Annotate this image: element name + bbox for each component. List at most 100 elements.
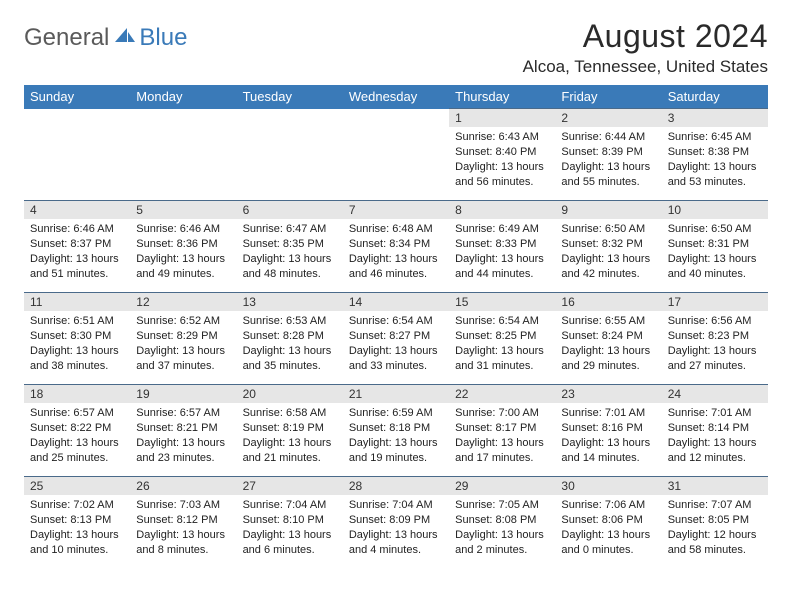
sunrise-line: Sunrise: 6:57 AM	[136, 406, 230, 421]
sunset-line: Sunset: 8:09 PM	[349, 513, 443, 528]
day-number: 7	[343, 201, 449, 219]
calendar-day: 15Sunrise: 6:54 AMSunset: 8:25 PMDayligh…	[449, 293, 555, 385]
calendar-day: 29Sunrise: 7:05 AMSunset: 8:08 PMDayligh…	[449, 477, 555, 569]
day-body: Sunrise: 6:54 AMSunset: 8:25 PMDaylight:…	[449, 311, 555, 376]
day-body: Sunrise: 6:57 AMSunset: 8:21 PMDaylight:…	[130, 403, 236, 468]
sunset-line: Sunset: 8:27 PM	[349, 329, 443, 344]
sunrise-line: Sunrise: 6:56 AM	[668, 314, 762, 329]
calendar-day: 3 Sunrise: 6:45 AMSunset: 8:38 PMDaylight…	[662, 109, 768, 201]
daylight-line: Daylight: 13 hours and 27 minutes.	[668, 344, 762, 374]
calendar-day: 30Sunrise: 7:06 AMSunset: 8:06 PMDayligh…	[555, 477, 661, 569]
daylight-line: Daylight: 13 hours and 46 minutes.	[349, 252, 443, 282]
daylight-line: Daylight: 13 hours and 0 minutes.	[561, 528, 655, 558]
calendar-day: 22Sunrise: 7:00 AMSunset: 8:17 PMDayligh…	[449, 385, 555, 477]
day-number: 5	[130, 201, 236, 219]
day-body: Sunrise: 7:04 AMSunset: 8:09 PMDaylight:…	[343, 495, 449, 560]
sunrise-line: Sunrise: 6:44 AM	[561, 130, 655, 145]
month-title: August 2024	[523, 18, 768, 55]
day-number: 20	[237, 385, 343, 403]
logo-text-general: General	[24, 24, 109, 52]
day-body: Sunrise: 6:50 AMSunset: 8:32 PMDaylight:…	[555, 219, 661, 284]
day-body: Sunrise: 7:04 AMSunset: 8:10 PMDaylight:…	[237, 495, 343, 560]
day-number: 9	[555, 201, 661, 219]
day-body: Sunrise: 6:52 AMSunset: 8:29 PMDaylight:…	[130, 311, 236, 376]
sunrise-line: Sunrise: 7:01 AM	[668, 406, 762, 421]
sunset-line: Sunset: 8:39 PM	[561, 145, 655, 160]
calendar-day-empty: .	[130, 109, 236, 201]
daylight-line: Daylight: 13 hours and 33 minutes.	[349, 344, 443, 374]
calendar-day: 7Sunrise: 6:48 AMSunset: 8:34 PMDaylight…	[343, 201, 449, 293]
calendar-day: 31Sunrise: 7:07 AMSunset: 8:05 PMDayligh…	[662, 477, 768, 569]
day-body: Sunrise: 7:00 AMSunset: 8:17 PMDaylight:…	[449, 403, 555, 468]
daylight-line: Daylight: 13 hours and 40 minutes.	[668, 252, 762, 282]
calendar-day-empty: .	[343, 109, 449, 201]
daylight-line: Daylight: 13 hours and 29 minutes.	[561, 344, 655, 374]
day-body: Sunrise: 7:01 AMSunset: 8:16 PMDaylight:…	[555, 403, 661, 468]
sunrise-line: Sunrise: 6:43 AM	[455, 130, 549, 145]
day-header: Friday	[555, 85, 661, 109]
day-number: 24	[662, 385, 768, 403]
logo-sail-icon	[113, 26, 137, 44]
calendar-day: 9Sunrise: 6:50 AMSunset: 8:32 PMDaylight…	[555, 201, 661, 293]
day-body: Sunrise: 6:55 AMSunset: 8:24 PMDaylight:…	[555, 311, 661, 376]
sunset-line: Sunset: 8:37 PM	[30, 237, 124, 252]
daylight-line: Daylight: 13 hours and 25 minutes.	[30, 436, 124, 466]
calendar-day: 21Sunrise: 6:59 AMSunset: 8:18 PMDayligh…	[343, 385, 449, 477]
calendar-day: 4Sunrise: 6:46 AMSunset: 8:37 PMDaylight…	[24, 201, 130, 293]
daylight-line: Daylight: 13 hours and 14 minutes.	[561, 436, 655, 466]
day-number: 28	[343, 477, 449, 495]
day-number: 8	[449, 201, 555, 219]
sunrise-line: Sunrise: 6:46 AM	[136, 222, 230, 237]
day-body: Sunrise: 6:48 AMSunset: 8:34 PMDaylight:…	[343, 219, 449, 284]
day-body: Sunrise: 6:58 AMSunset: 8:19 PMDaylight:…	[237, 403, 343, 468]
sunset-line: Sunset: 8:24 PM	[561, 329, 655, 344]
calendar-week: 25Sunrise: 7:02 AMSunset: 8:13 PMDayligh…	[24, 477, 768, 569]
sunset-line: Sunset: 8:06 PM	[561, 513, 655, 528]
sunrise-line: Sunrise: 7:05 AM	[455, 498, 549, 513]
sunrise-line: Sunrise: 6:52 AM	[136, 314, 230, 329]
location: Alcoa, Tennessee, United States	[523, 57, 768, 77]
sunrise-line: Sunrise: 6:47 AM	[243, 222, 337, 237]
daylight-line: Daylight: 13 hours and 48 minutes.	[243, 252, 337, 282]
calendar-week: 18Sunrise: 6:57 AMSunset: 8:22 PMDayligh…	[24, 385, 768, 477]
sunrise-line: Sunrise: 7:03 AM	[136, 498, 230, 513]
sunset-line: Sunset: 8:18 PM	[349, 421, 443, 436]
sunrise-line: Sunrise: 7:01 AM	[561, 406, 655, 421]
day-number: 23	[555, 385, 661, 403]
day-number: 3	[662, 109, 768, 127]
daylight-line: Daylight: 13 hours and 8 minutes.	[136, 528, 230, 558]
sunrise-line: Sunrise: 7:00 AM	[455, 406, 549, 421]
day-body: Sunrise: 6:46 AMSunset: 8:37 PMDaylight:…	[24, 219, 130, 284]
sunrise-line: Sunrise: 6:48 AM	[349, 222, 443, 237]
day-body: Sunrise: 6:57 AMSunset: 8:22 PMDaylight:…	[24, 403, 130, 468]
sunset-line: Sunset: 8:10 PM	[243, 513, 337, 528]
day-number: 19	[130, 385, 236, 403]
day-number: 21	[343, 385, 449, 403]
sunrise-line: Sunrise: 7:07 AM	[668, 498, 762, 513]
day-header: Tuesday	[237, 85, 343, 109]
daylight-line: Daylight: 13 hours and 49 minutes.	[136, 252, 230, 282]
day-number: 30	[555, 477, 661, 495]
daylight-line: Daylight: 13 hours and 10 minutes.	[30, 528, 124, 558]
sunset-line: Sunset: 8:35 PM	[243, 237, 337, 252]
day-header: Thursday	[449, 85, 555, 109]
calendar-day: 16Sunrise: 6:55 AMSunset: 8:24 PMDayligh…	[555, 293, 661, 385]
day-number: 17	[662, 293, 768, 311]
calendar-day: 11Sunrise: 6:51 AMSunset: 8:30 PMDayligh…	[24, 293, 130, 385]
daylight-line: Daylight: 13 hours and 17 minutes.	[455, 436, 549, 466]
sunset-line: Sunset: 8:38 PM	[668, 145, 762, 160]
day-number: 16	[555, 293, 661, 311]
daylight-line: Daylight: 13 hours and 53 minutes.	[668, 160, 762, 190]
day-header: Sunday	[24, 85, 130, 109]
sunset-line: Sunset: 8:12 PM	[136, 513, 230, 528]
sunset-line: Sunset: 8:17 PM	[455, 421, 549, 436]
calendar-day: 2Sunrise: 6:44 AMSunset: 8:39 PMDaylight…	[555, 109, 661, 201]
sunrise-line: Sunrise: 6:45 AM	[668, 130, 762, 145]
sunrise-line: Sunrise: 6:54 AM	[349, 314, 443, 329]
sunset-line: Sunset: 8:08 PM	[455, 513, 549, 528]
calendar-week: 11Sunrise: 6:51 AMSunset: 8:30 PMDayligh…	[24, 293, 768, 385]
day-body: Sunrise: 6:56 AMSunset: 8:23 PMDaylight:…	[662, 311, 768, 376]
sunset-line: Sunset: 8:40 PM	[455, 145, 549, 160]
day-number: 25	[24, 477, 130, 495]
day-header: Wednesday	[343, 85, 449, 109]
